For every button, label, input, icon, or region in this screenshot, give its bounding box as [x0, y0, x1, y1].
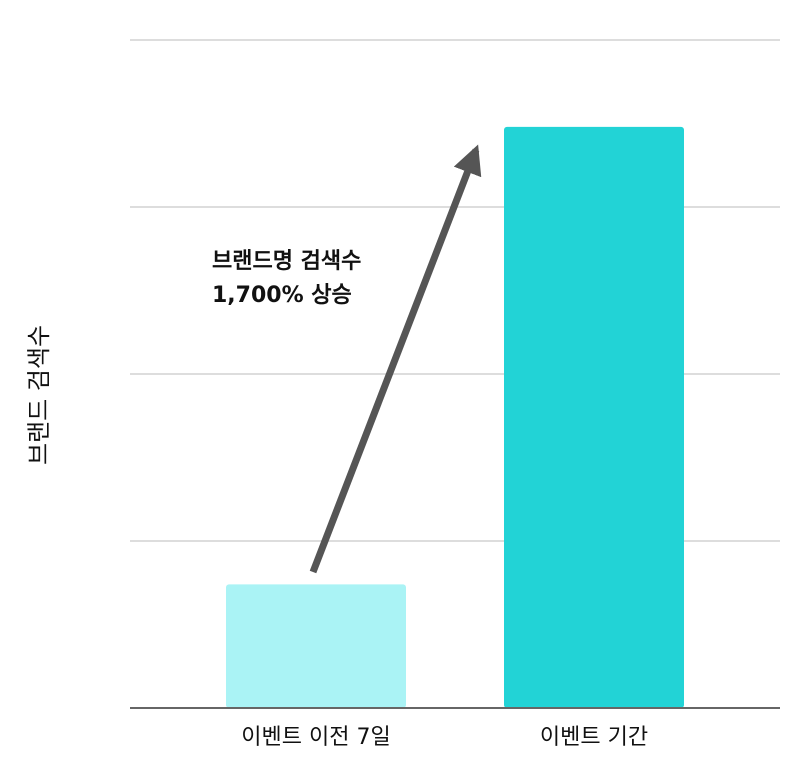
annotation: 1,700% 상승: [212, 283, 352, 308]
bar: [226, 584, 406, 708]
bar: [504, 126, 684, 709]
arrow: [309, 144, 482, 574]
plot-area: 이벤트 이전 7일 이벤트 기간: [130, 39, 780, 750]
annotation: 브랜드명 검색수: [212, 249, 361, 274]
x-tick-label: 이벤트 기간: [540, 725, 648, 750]
x-tick-label: 이벤트 이전 7일: [241, 725, 390, 750]
y-axis-label: 브랜드 검색수: [25, 325, 53, 465]
